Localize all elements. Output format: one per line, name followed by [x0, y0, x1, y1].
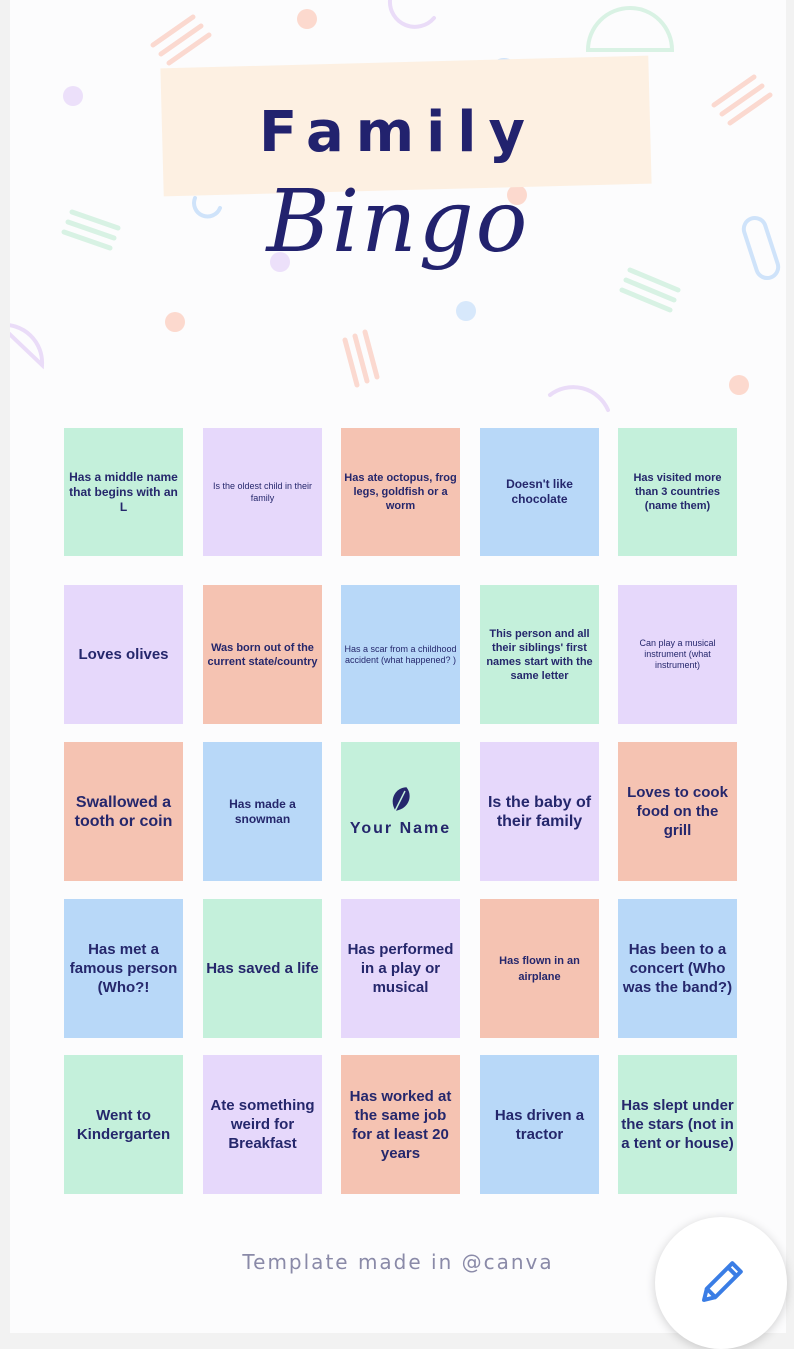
bingo-cell: Your Name — [341, 742, 460, 881]
bingo-cell-text: Has slept under the stars (not in a tent… — [621, 1097, 734, 1152]
bingo-cell: Has ate octopus, frog legs, goldfish or … — [341, 428, 460, 556]
bingo-cell: Doesn't like chocolate — [480, 428, 599, 556]
bingo-cell: Has been to a concert (Who was the band?… — [618, 899, 737, 1038]
free-space-label: Your Name — [349, 820, 452, 837]
bingo-cell-text: Has met a famous person (Who?! — [69, 941, 178, 996]
bingo-cell-text: Doesn't like chocolate — [506, 477, 573, 506]
bingo-cell-text: Has worked at the same job for at least … — [349, 1087, 452, 1162]
bingo-cell: Swallowed a tooth or coin — [64, 742, 183, 881]
bingo-cell: Has visited more than 3 countries (name … — [618, 428, 737, 556]
bingo-cell: Has a scar from a childhood accident (wh… — [341, 585, 460, 724]
bingo-cell-text: Is the baby of their family — [487, 793, 592, 830]
bingo-cell-text: Has made a snowman — [229, 796, 296, 826]
leaf-icon — [392, 787, 410, 812]
bingo-cell: Has slept under the stars (not in a tent… — [618, 1055, 737, 1194]
bingo-cell: Has saved a life — [203, 899, 322, 1038]
bingo-cell: Has performed in a play or musical — [341, 899, 460, 1038]
bingo-cell: Has worked at the same job for at least … — [341, 1055, 460, 1194]
bingo-cell-text: This person and all their siblings' firs… — [486, 627, 593, 682]
title-bingo: Bingo — [266, 172, 530, 272]
bingo-cell: Was born out of the current state/countr… — [203, 585, 322, 724]
bingo-cell-text: Has been to a concert (Who was the band?… — [622, 941, 733, 996]
bingo-cell-text: Is the oldest child in their family — [212, 481, 313, 503]
footer-credit: Template made in @canva — [242, 1250, 554, 1274]
bingo-cell-text: Loves olives — [78, 646, 169, 663]
bingo-cell-text: Swallowed a tooth or coin — [74, 793, 173, 830]
bingo-cell-text: Ate something weird for Breakfast — [210, 1097, 315, 1152]
bingo-cell-text: Has performed in a play or musical — [347, 941, 454, 996]
bingo-card: Family Bingo Has a middle name that begi… — [10, 0, 786, 1333]
bingo-cell-text: Has ate octopus, frog legs, goldfish or … — [344, 472, 457, 512]
bingo-cell: Loves to cook food on the grill — [618, 742, 737, 881]
bingo-cell: Has driven a tractor — [480, 1055, 599, 1194]
bingo-cell: Ate something weird for Breakfast — [203, 1055, 322, 1194]
bingo-cell-text: Went to Kindergarten — [76, 1106, 171, 1143]
bingo-cell-text: Has flown in an airplane — [499, 954, 580, 983]
bingo-cell: Has flown in an airplane — [480, 899, 599, 1038]
decorative-shapes — [10, 0, 781, 412]
bingo-cell: Went to Kindergarten — [64, 1055, 183, 1194]
bingo-cell: Has met a famous person (Who?! — [64, 899, 183, 1038]
bingo-cell: Has made a snowman — [203, 742, 322, 881]
bingo-cell: Is the baby of their family — [480, 742, 599, 881]
bingo-cell-text: Loves to cook food on the grill — [627, 784, 728, 839]
bingo-cell-text: Has a scar from a childhood accident (wh… — [344, 643, 457, 665]
title-family: Family — [258, 100, 537, 165]
bingo-cell: Has a middle name that begins with an L — [64, 428, 183, 556]
bingo-cell: This person and all their siblings' firs… — [480, 585, 599, 724]
bingo-cell-text: Has visited more than 3 countries (name … — [633, 472, 722, 512]
bingo-cell-text: Has driven a tractor — [494, 1106, 585, 1143]
bingo-cell: Is the oldest child in their family — [203, 428, 322, 556]
bingo-cell-text: Has a middle name that begins with an L — [69, 469, 178, 514]
bingo-cell-text: Has saved a life — [206, 960, 319, 977]
bingo-cell: Loves olives — [64, 585, 183, 724]
bingo-cell: Can play a musical instrument (what inst… — [618, 585, 737, 724]
bingo-cell-text: Can play a musical instrument (what inst… — [639, 638, 716, 670]
pencil-icon — [702, 1261, 743, 1302]
bingo-cell-text: Was born out of the current state/countr… — [207, 641, 318, 668]
edit-fab-button[interactable] — [655, 1217, 787, 1349]
